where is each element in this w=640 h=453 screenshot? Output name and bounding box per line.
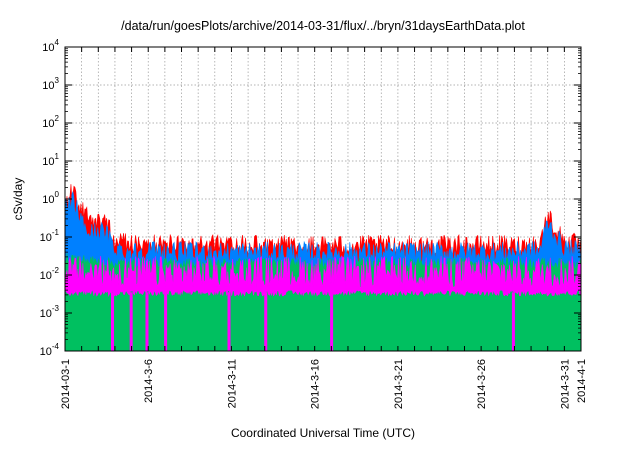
y-tick-label: 103	[42, 76, 59, 92]
x-tick-label: 2014-03-1	[60, 359, 72, 409]
y-tick-label: 104	[42, 38, 59, 54]
x-tick-label: 2014-4-1	[576, 359, 588, 403]
x-tick-label: 2014-3-11	[226, 359, 238, 408]
dropout-spike	[511, 292, 515, 351]
y-tick-label: 10-1	[40, 228, 60, 244]
y-tick-label: 101	[42, 152, 59, 168]
dropout-spike	[164, 292, 168, 351]
x-tick-label: 2014-3-6	[143, 359, 155, 403]
dropout-spike	[110, 292, 114, 351]
data-series	[64, 184, 582, 352]
x-tick-label: 2014-3-31	[559, 359, 571, 409]
x-tick-label: 2014-3-21	[393, 359, 405, 409]
y-tick-label: 10-2	[40, 266, 60, 282]
y-tick-label: 10-3	[40, 304, 60, 320]
x-tick-label: 2014-3-16	[310, 359, 322, 409]
dropout-spike	[129, 292, 133, 351]
dropout-spike	[227, 292, 231, 351]
dropout-spike	[330, 292, 334, 351]
y-tick-label: 10-4	[40, 342, 60, 358]
x-axis-label: Coordinated Universal Time (UTC)	[231, 426, 415, 440]
tick-labels: 10-4 10-3 10-2 10-1 100 101 102 103 104 2014-03-1…	[40, 38, 588, 409]
chart-title: /data/run/goesPlots/archive/2014-03-31/f…	[121, 19, 525, 33]
x-tick-label: 2014-3-26	[476, 359, 488, 409]
y-tick-label: 102	[42, 114, 59, 130]
y-tick-label: 100	[42, 190, 59, 206]
y-axis-label: cSv/day	[11, 178, 25, 221]
axis-ticks	[64, 46, 582, 352]
dropout-spike	[145, 292, 149, 351]
dropout-spike	[264, 292, 268, 351]
